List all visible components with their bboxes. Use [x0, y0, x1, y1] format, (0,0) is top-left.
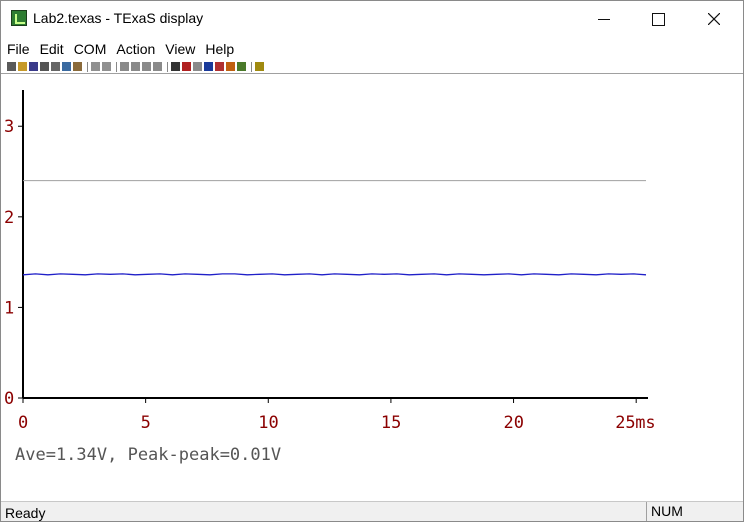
close-button[interactable] [691, 1, 737, 37]
menu-edit[interactable]: Edit [39, 41, 64, 57]
status-bar: Ready NUM [1, 501, 743, 521]
y-tick-label: 2 [4, 208, 14, 228]
record-icon[interactable] [237, 62, 246, 71]
x-tick-label: 20 [504, 413, 524, 433]
print-icon[interactable] [40, 62, 49, 71]
title-bar[interactable]: Lab2.texas - TExaS display [1, 1, 743, 37]
y-tick-label: 1 [4, 298, 14, 318]
minimize-icon [598, 18, 610, 20]
x-axis-unit-label: ms [635, 413, 655, 433]
wave-third-icon[interactable] [142, 62, 151, 71]
voltage-trace-line [22, 273, 647, 276]
menu-com[interactable]: COM [73, 41, 107, 57]
x-tick-label: 0 [18, 413, 28, 433]
scope-chart: 0 1 2 3 0 5 10 15 20 25 ms Ave=1.34V, Peak-peak=0.… [4, 90, 656, 465]
close-icon [708, 13, 720, 25]
toolbar-separator [167, 61, 168, 72]
open-folder-icon[interactable] [18, 62, 27, 71]
num-lock-indicator: NUM [646, 502, 741, 521]
x-tick-label: 25 [615, 413, 635, 433]
x-tick-label: 5 [141, 413, 151, 433]
calculator-icon[interactable] [171, 62, 180, 71]
scope-icon[interactable] [182, 62, 191, 71]
wave-fourth-icon[interactable] [153, 62, 162, 71]
toolbar-separator [116, 61, 117, 72]
maximize-button[interactable] [635, 1, 681, 37]
probe-icon[interactable] [91, 62, 100, 71]
toolbar-separator [87, 61, 88, 72]
texas-app-icon[interactable] [11, 10, 27, 26]
help-icon[interactable] [255, 62, 264, 71]
new-file-icon[interactable] [7, 62, 16, 71]
spectrum-icon[interactable] [215, 62, 224, 71]
window-title: Lab2.texas - TExaS display [33, 10, 204, 26]
maximize-icon [651, 12, 665, 26]
line-graph-icon[interactable] [193, 62, 202, 71]
x-tick-label: 15 [381, 413, 401, 433]
scope-display: 0 1 2 3 0 5 10 15 20 25 ms Ave=1.34V, Peak-peak=0.… [1, 75, 743, 501]
probe-alt-icon[interactable] [102, 62, 111, 71]
save-icon[interactable] [29, 62, 38, 71]
menu-help[interactable]: Help [205, 41, 235, 57]
minimize-button[interactable] [581, 1, 627, 37]
menu-action[interactable]: Action [116, 41, 156, 57]
y-tick-label: 3 [4, 117, 14, 137]
wave-alt-icon[interactable] [131, 62, 140, 71]
wave-icon[interactable] [120, 62, 129, 71]
menu-bar: File Edit COM Action View Help [1, 38, 743, 60]
status-text: Ready [5, 505, 46, 521]
y-tick-label: 0 [4, 389, 14, 409]
stats-readout: Ave=1.34V, Peak-peak=0.01V [15, 445, 281, 465]
bar-chart-icon[interactable] [204, 62, 213, 71]
color-icon[interactable] [226, 62, 235, 71]
paste-icon[interactable] [73, 62, 82, 71]
copy-icon[interactable] [62, 62, 71, 71]
toolbar [1, 60, 743, 74]
menu-file[interactable]: File [7, 41, 30, 57]
cut-icon[interactable] [51, 62, 60, 71]
x-tick-label: 10 [258, 413, 278, 433]
toolbar-separator [251, 61, 252, 72]
menu-view[interactable]: View [165, 41, 196, 57]
